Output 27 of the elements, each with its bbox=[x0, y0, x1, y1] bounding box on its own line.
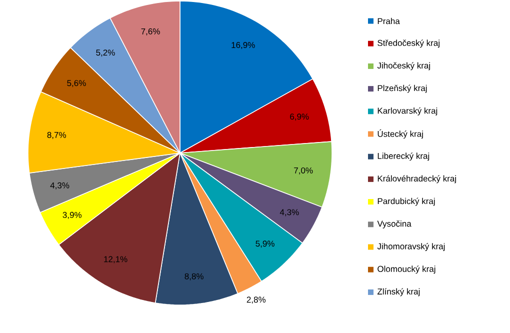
legend-label: Jihomoravský kraj bbox=[377, 242, 445, 252]
data-label: 4,3% bbox=[50, 182, 70, 190]
legend-label: Středočeský kraj bbox=[378, 40, 440, 48]
data-label: 8,8% bbox=[184, 273, 204, 280]
legend-label: Olomoucký kraj bbox=[378, 266, 436, 274]
legend-label: Vysočina bbox=[377, 220, 412, 228]
legend-label: Ústecký kraj bbox=[378, 129, 423, 139]
legend-label: Praha bbox=[378, 18, 400, 24]
data-label: 7,6% bbox=[141, 28, 160, 36]
legend-label: Pardubický kraj bbox=[378, 198, 435, 206]
data-label: 2,8% bbox=[246, 296, 266, 304]
data-label: 8,7% bbox=[47, 132, 66, 139]
data-label: 4,3% bbox=[280, 209, 299, 216]
legend-label: Karlovarský kraj bbox=[378, 107, 438, 116]
data-label: 7,0% bbox=[294, 167, 313, 174]
legend-label: Jihočeský kraj bbox=[377, 62, 430, 70]
legend-label: Královéhradecký kraj bbox=[378, 175, 456, 184]
data-label: 6,9% bbox=[290, 114, 309, 121]
data-label: 5,2% bbox=[96, 50, 115, 57]
legend-label: Plzeňský kraj bbox=[378, 84, 427, 93]
data-label: 16,9% bbox=[232, 42, 255, 50]
data-label: 5,9% bbox=[256, 240, 274, 248]
data-label: 12,1% bbox=[104, 256, 128, 264]
legend-label: Liberecký kraj bbox=[378, 152, 430, 161]
data-label: 3,9% bbox=[62, 212, 82, 219]
legend-label: Zlínský kraj bbox=[377, 288, 420, 296]
data-label: 5,6% bbox=[67, 80, 86, 88]
